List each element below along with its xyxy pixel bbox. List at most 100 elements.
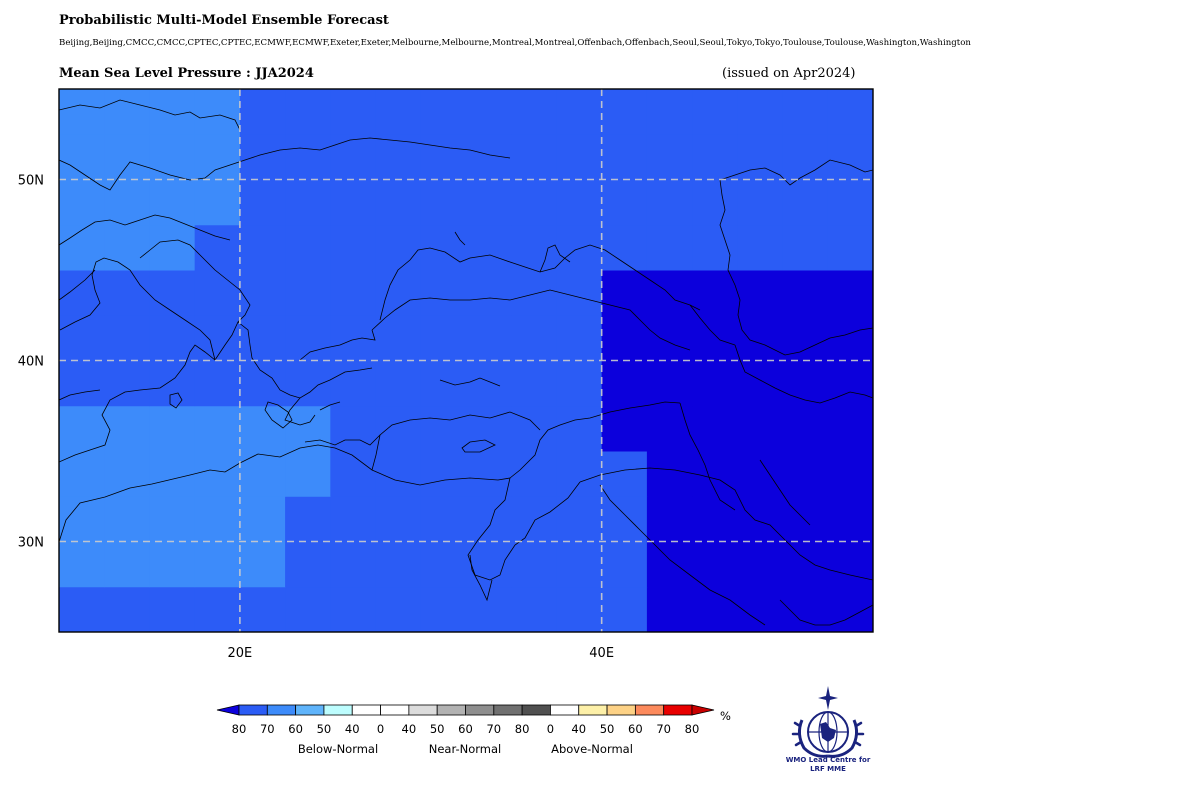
grid-cell	[194, 541, 241, 588]
grid-cell	[737, 89, 784, 135]
grid-cell	[149, 89, 196, 90]
grid-cell	[104, 586, 150, 632]
grid-cell	[601, 134, 648, 180]
grid-cell	[194, 134, 241, 180]
grid-cell	[1009, 134, 1055, 180]
grid-cell	[827, 496, 873, 542]
grid-cell	[918, 134, 964, 180]
grid-cell	[646, 224, 693, 271]
grid-cell	[59, 451, 105, 497]
grid-cell	[330, 541, 377, 588]
grid-cell	[511, 0, 557, 44]
grid-cell	[827, 179, 873, 226]
grid-cell	[104, 0, 150, 44]
colorbar-tick-label: 80	[232, 722, 247, 736]
grid-cell	[511, 89, 557, 135]
grid-cell	[194, 451, 241, 497]
grid-cell	[330, 224, 377, 271]
grid-cell	[285, 270, 331, 316]
grid-cell	[1054, 270, 1100, 316]
grid-cell	[873, 542, 919, 588]
grid-cell	[59, 315, 105, 361]
grid-cell	[330, 89, 377, 135]
grid-cell	[827, 270, 873, 316]
grid-cell	[285, 179, 331, 226]
grid-cell	[149, 360, 196, 407]
grid-cell	[827, 586, 873, 632]
grid-cell	[601, 179, 648, 226]
grid-cell	[873, 315, 919, 361]
grid-cell	[1054, 134, 1100, 180]
grid-cell	[873, 89, 919, 135]
grid-cell	[239, 89, 286, 90]
tick-label-lon: 40E	[589, 646, 614, 661]
grid-cell	[375, 541, 422, 588]
grid-cell	[1099, 587, 1145, 633]
grid-cell	[601, 541, 648, 588]
grid-cell	[556, 315, 603, 361]
colorbar-swatch	[436, 704, 466, 716]
grid-cell	[601, 405, 648, 452]
grid-cell	[330, 0, 376, 44]
grid-cell	[601, 586, 648, 632]
grid-cell	[1009, 587, 1055, 633]
grid-cell	[873, 0, 919, 44]
grid-cell	[1054, 406, 1100, 452]
colorbar-tick-label: 60	[288, 722, 303, 736]
grid-cell	[827, 451, 873, 497]
grid-cell	[646, 586, 693, 632]
grid-cell	[420, 586, 467, 632]
grid-cell	[149, 405, 196, 452]
grid-cell	[782, 586, 829, 632]
grid-cell	[918, 451, 964, 497]
grid-cell	[646, 496, 693, 542]
grid-cell	[1054, 44, 1100, 90]
grid-cell	[556, 89, 603, 135]
grid-cell	[194, 360, 241, 407]
colorbar: % 80 70 60 50 40 0 40 50 60 70 80 0 40 50 60 70 80 Below…	[216, 704, 731, 756]
grid-cell	[59, 496, 105, 542]
grid-cell	[873, 225, 919, 271]
grid-cell	[420, 360, 467, 407]
grid-cell	[646, 405, 693, 452]
grid-cell	[104, 541, 150, 588]
grid-cell	[737, 134, 784, 180]
grid-cell	[556, 541, 603, 588]
grid-cell	[1099, 134, 1145, 180]
grid-cell	[737, 541, 784, 588]
grid-cell	[511, 541, 557, 588]
grid-cell	[285, 134, 331, 180]
grid-cell	[375, 451, 422, 497]
grid-cell	[601, 496, 648, 542]
grid-cell	[782, 270, 829, 316]
grid-cell	[330, 315, 377, 361]
grid-cell	[511, 89, 557, 90]
logo-caption-line1: WMO Lead Centre for	[785, 756, 871, 764]
grid-cell	[59, 179, 105, 226]
grid-cell	[1144, 406, 1177, 452]
grid-cell	[420, 270, 467, 316]
grid-cell	[59, 405, 105, 452]
grid-cell	[963, 89, 1009, 135]
grid-cell	[420, 541, 467, 588]
grid-cell	[149, 0, 195, 44]
grid-cell	[737, 315, 784, 361]
grid-cell	[1009, 180, 1055, 226]
grid-cell	[827, 89, 873, 90]
grid-cell	[511, 451, 557, 497]
grid-cell	[511, 270, 557, 316]
grid-cell	[59, 586, 105, 632]
grid-cell	[646, 134, 693, 180]
colorbar-extend-low	[216, 704, 240, 716]
grid-cell	[149, 270, 196, 316]
grid-cell	[466, 89, 512, 90]
grid-cell	[783, 0, 829, 44]
grid-cell	[194, 270, 241, 316]
grid-cell	[285, 360, 331, 407]
colorbar-group-near: Near-Normal	[429, 742, 501, 756]
grid-cell	[782, 89, 829, 90]
grid-cell	[918, 361, 964, 407]
grid-cell	[692, 270, 738, 316]
grid-cell	[827, 405, 873, 452]
grid-cell	[466, 405, 512, 452]
